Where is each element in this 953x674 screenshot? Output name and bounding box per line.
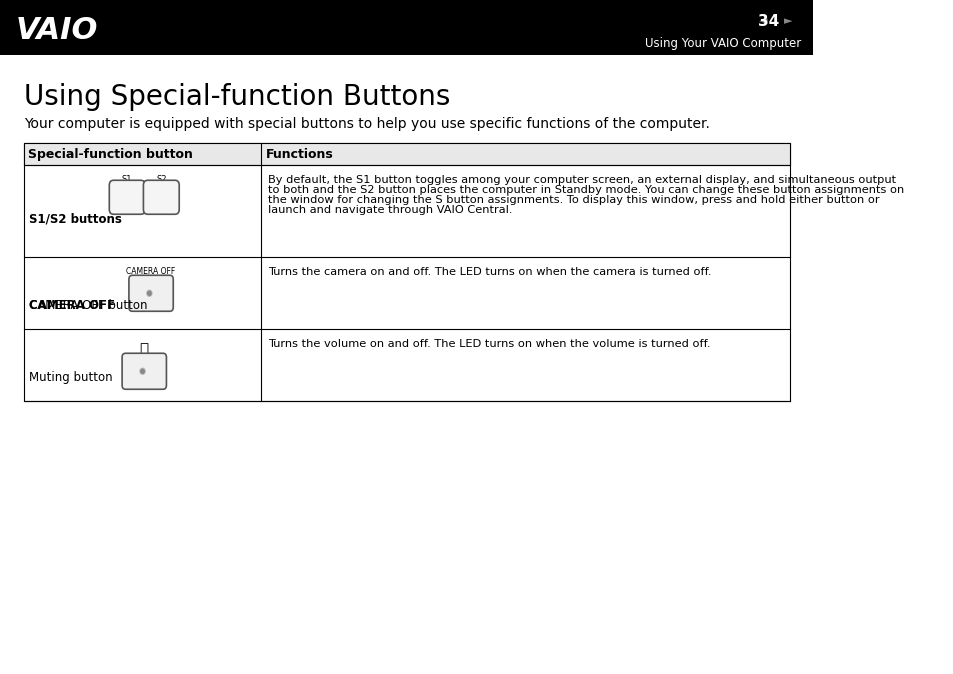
Text: CAMERA OFF: CAMERA OFF <box>127 267 175 276</box>
Text: Muting button: Muting button <box>29 371 112 384</box>
Text: VAIO: VAIO <box>15 16 97 45</box>
Text: By default, the S1 button toggles among your computer screen, an external displa: By default, the S1 button toggles among … <box>268 175 895 185</box>
FancyBboxPatch shape <box>122 353 166 390</box>
Text: Special-function button: Special-function button <box>28 148 193 161</box>
FancyBboxPatch shape <box>110 180 145 214</box>
Text: CAMERA OFF button: CAMERA OFF button <box>29 299 148 312</box>
Bar <box>24 144 789 165</box>
Text: Using Your VAIO Computer: Using Your VAIO Computer <box>644 36 801 50</box>
Text: 🔇: 🔇 <box>139 342 149 357</box>
Circle shape <box>140 368 145 374</box>
Text: Turns the camera on and off. The LED turns on when the camera is turned off.: Turns the camera on and off. The LED tur… <box>268 268 711 277</box>
Circle shape <box>148 291 151 295</box>
Text: S1: S1 <box>122 175 132 184</box>
Bar <box>24 144 789 401</box>
Text: the window for changing the S button assignments. To display this window, press : the window for changing the S button ass… <box>268 195 879 206</box>
Text: to both and the S2 button places the computer in Standby mode. You can change th: to both and the S2 button places the com… <box>268 185 903 195</box>
Text: Using Special-function Buttons: Using Special-function Buttons <box>24 84 450 111</box>
Circle shape <box>147 290 152 297</box>
Text: ◄: ◄ <box>759 16 766 26</box>
Text: Turns the volume on and off. The LED turns on when the volume is turned off.: Turns the volume on and off. The LED tur… <box>268 339 710 349</box>
FancyBboxPatch shape <box>143 180 179 214</box>
Text: CAMERA OFF: CAMERA OFF <box>29 299 115 312</box>
Text: Functions: Functions <box>265 148 333 161</box>
Text: launch and navigate through VAIO Central.: launch and navigate through VAIO Central… <box>268 206 512 215</box>
Circle shape <box>141 369 144 373</box>
Text: S1/S2 buttons: S1/S2 buttons <box>29 213 122 226</box>
Text: 34: 34 <box>758 13 779 28</box>
Text: Your computer is equipped with special buttons to help you use specific function: Your computer is equipped with special b… <box>24 117 709 131</box>
Bar <box>0 0 813 55</box>
FancyBboxPatch shape <box>129 275 173 311</box>
Text: ►: ► <box>783 16 792 26</box>
Text: S2: S2 <box>156 175 167 184</box>
